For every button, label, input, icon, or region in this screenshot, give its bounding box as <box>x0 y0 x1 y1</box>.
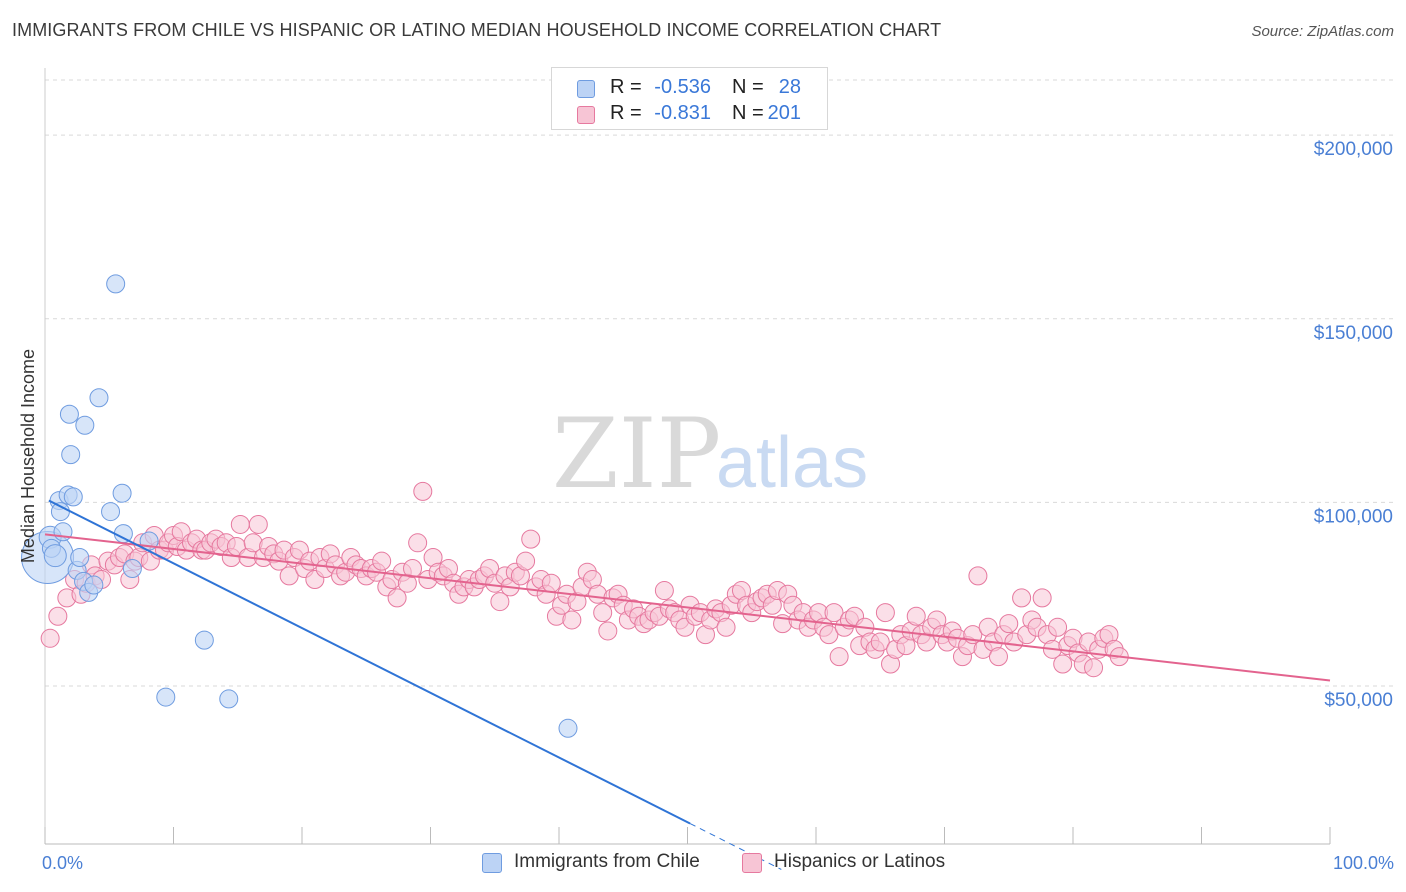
chile-point <box>84 575 104 595</box>
series-swatch-hispanic <box>742 853 762 873</box>
hispanic-point <box>1032 588 1052 608</box>
hispanic-point <box>870 632 890 652</box>
chile-point <box>59 404 79 424</box>
hispanic-point <box>824 603 844 623</box>
legend-row-hispanic: R = -0.831 N = 201 <box>552 102 827 128</box>
chile-point <box>194 630 214 650</box>
chile-point <box>75 415 95 435</box>
chile-point <box>101 502 121 522</box>
y-tick-label: $150,000 <box>1314 323 1393 344</box>
chile-point <box>70 548 90 567</box>
hispanic-point <box>988 647 1008 667</box>
hispanic-point <box>598 621 618 641</box>
legend-swatch-hispanic <box>577 106 595 124</box>
hispanic-point <box>999 614 1019 634</box>
hispanic-point <box>230 514 250 534</box>
hispanic-point <box>1084 658 1104 678</box>
hispanic-point <box>490 592 510 612</box>
watermark: ZIP atlas <box>552 398 868 510</box>
chile-point <box>61 445 81 465</box>
chart-source: Source: ZipAtlas.com <box>1251 23 1394 40</box>
axis-layer <box>44 68 1331 845</box>
hispanic-point <box>1012 588 1032 608</box>
hispanic-point <box>279 566 299 586</box>
legend-r-label: R = <box>610 102 642 124</box>
trend-layer <box>44 499 1331 870</box>
hispanic-point <box>906 606 926 626</box>
hispanic-point <box>716 617 736 637</box>
hispanic-points <box>40 481 1129 678</box>
series-label-chile: Immigrants from Chile <box>514 851 700 872</box>
hispanic-point <box>248 514 268 534</box>
hispanic-point <box>819 625 839 645</box>
legend-row-chile: R = -0.536 N = 28 <box>552 76 827 102</box>
chile-point <box>89 388 109 408</box>
legend-r-label: R = <box>610 76 642 98</box>
hispanic-point <box>48 606 68 626</box>
hispanic-point <box>968 566 988 586</box>
chile-points <box>21 274 578 738</box>
chile-trend-extension <box>689 823 782 870</box>
hispanic-point <box>521 529 541 549</box>
chile-trend-line <box>48 499 691 825</box>
chile-point <box>558 718 578 738</box>
series-label-hispanic: Hispanics or Latinos <box>774 851 946 872</box>
chart-title: IMMIGRANTS FROM CHILE VS HISPANIC OR LAT… <box>12 20 942 40</box>
chile-point <box>122 559 142 579</box>
chile-point <box>156 687 176 707</box>
hispanic-point <box>562 610 582 630</box>
legend-swatch-chile <box>577 80 595 98</box>
hispanic-point <box>593 603 613 623</box>
hispanic-point <box>403 559 423 579</box>
hispanic-point <box>541 573 561 593</box>
y-axis-title: Median Household Income <box>18 349 38 563</box>
legend-n-label: N = <box>732 102 764 124</box>
hispanic-point <box>875 603 895 623</box>
hispanic-point <box>40 628 60 648</box>
legend-r-value: -0.536 <box>654 76 711 98</box>
hispanic-point <box>408 533 428 553</box>
hispanic-point <box>654 581 674 601</box>
series-swatch-chile <box>482 853 502 873</box>
y-tick-label: $50,000 <box>1324 690 1393 711</box>
chile-point <box>106 274 126 294</box>
chile-point <box>63 487 83 507</box>
hispanic-trend-line <box>44 533 1331 682</box>
y-tick-label: $100,000 <box>1314 506 1393 527</box>
grid-layer <box>45 79 1395 687</box>
x-tick-label-start: 0.0% <box>42 853 83 873</box>
legend-r-value: -0.831 <box>654 102 711 124</box>
chile-point <box>113 524 133 544</box>
hispanic-point <box>829 647 849 667</box>
chile-point <box>43 544 67 568</box>
watermark-zip: ZIP <box>552 398 721 510</box>
legend-n-label: N = <box>732 76 764 98</box>
correlation-legend: R = -0.536 N = 28 R = -0.831 N = 201 <box>551 67 828 130</box>
legend-n-value: 201 <box>767 102 801 124</box>
hispanic-point <box>1048 617 1068 637</box>
label-layer: $50,000 $100,000 $150,000 $200,000 0.0% 100.0… <box>42 139 1394 873</box>
watermark-atlas: atlas <box>716 423 868 503</box>
y-tick-label: $200,000 <box>1314 139 1393 160</box>
chile-point <box>219 689 239 709</box>
hispanic-point <box>516 551 536 571</box>
x-tick-label-end: 100.0% <box>1333 853 1394 873</box>
hispanic-point <box>372 551 392 571</box>
hispanic-point <box>413 481 433 501</box>
hispanic-point <box>1053 654 1073 674</box>
hispanic-point <box>387 588 407 608</box>
legend-n-value: 28 <box>778 76 801 98</box>
chile-point <box>112 483 132 503</box>
